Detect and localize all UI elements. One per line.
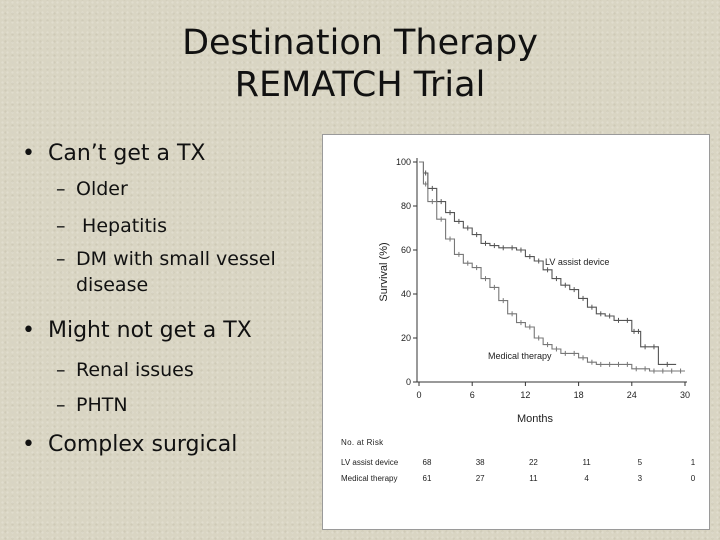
sub-bullet: – DM with small vessel xyxy=(18,247,318,271)
survival-chart: 0 20 40 60 80 100 0 6 12 18 24 30 LV assist device … xyxy=(322,134,710,530)
sub-dash: – xyxy=(56,178,66,200)
at-risk-table: 68 38 22 11 5 1 61 27 11 4 3 0 xyxy=(423,458,696,483)
y-tick-label: 40 xyxy=(401,289,411,299)
sub-dash: – xyxy=(56,248,66,270)
y-axis-label: Survival (%) xyxy=(378,242,390,301)
at-risk-value: 11 xyxy=(582,458,591,467)
sub-bullet: – Renal issues xyxy=(18,358,318,382)
y-tick-label: 60 xyxy=(401,245,411,255)
sub-bullet-text: Older xyxy=(76,178,128,200)
at-risk-value: 38 xyxy=(476,458,485,467)
bullet-list: Can’t get a TX – Older – Hepatitis – DM … xyxy=(18,140,318,459)
y-tick-label: 100 xyxy=(396,157,411,167)
bullet-3: Complex surgical xyxy=(18,431,318,459)
x-tick-label: 0 xyxy=(416,390,421,400)
y-tick-label: 80 xyxy=(401,201,411,211)
at-risk-value: 61 xyxy=(423,474,432,483)
at-risk-value: 27 xyxy=(476,474,485,483)
x-tick-label: 6 xyxy=(470,390,475,400)
at-risk-value: 3 xyxy=(638,474,643,483)
x-tick-label: 12 xyxy=(520,390,530,400)
sub-bullet-text: DM with small vessel xyxy=(76,248,276,270)
at-risk-value: 1 xyxy=(691,458,696,467)
bullet-2-text: Might not get a TX xyxy=(48,318,252,343)
slide-title: Destination Therapy REMATCH Trial xyxy=(100,22,620,106)
at-risk-value: 5 xyxy=(638,458,643,467)
bullet-1: Can’t get a TX xyxy=(18,140,318,168)
x-tick-label: 30 xyxy=(680,390,690,400)
chart-series xyxy=(419,161,685,374)
sub-bullet-text: Hepatitis xyxy=(76,215,168,237)
bullet-3-text: Complex surgical xyxy=(48,432,238,457)
sub-bullet-continuation: disease xyxy=(18,273,318,297)
x-tick-label: 24 xyxy=(627,390,637,400)
sub-bullet: – Hepatitis xyxy=(18,214,318,238)
y-tick-label: 20 xyxy=(401,333,411,343)
bullet-1-text: Can’t get a TX xyxy=(48,141,206,166)
at-risk-value: 11 xyxy=(529,474,538,483)
at-risk-row-label: LV assist device xyxy=(341,458,399,467)
sub-dash: – xyxy=(56,359,66,381)
sub-dash: – xyxy=(56,394,66,416)
at-risk-row-label: Medical therapy xyxy=(341,474,397,483)
at-risk-value: 0 xyxy=(691,474,696,483)
sub-bullet-text: disease xyxy=(76,274,149,296)
lvad-annotation: LV assist device xyxy=(545,257,609,267)
sub-bullet-text: PHTN xyxy=(76,394,128,416)
sub-bullet-text: Renal issues xyxy=(76,359,194,381)
title-line-1: Destination Therapy xyxy=(182,23,538,63)
at-risk-value: 22 xyxy=(529,458,538,467)
at-risk-title: No. at Risk xyxy=(341,438,384,447)
x-axis-label: Months xyxy=(517,413,554,425)
sub-dash: – xyxy=(56,215,66,237)
at-risk-value: 68 xyxy=(423,458,432,467)
x-tick-label: 18 xyxy=(574,390,584,400)
sub-bullet: – PHTN xyxy=(18,393,318,417)
medical-annotation: Medical therapy xyxy=(488,351,552,361)
y-tick-label: 0 xyxy=(406,377,411,387)
bullet-2: Might not get a TX xyxy=(18,317,318,345)
title-line-2: REMATCH Trial xyxy=(234,65,486,105)
chart-axes: 0 20 40 60 80 100 0 6 12 18 24 30 xyxy=(396,157,690,400)
sub-bullet: – Older xyxy=(18,177,318,201)
at-risk-value: 4 xyxy=(584,474,589,483)
